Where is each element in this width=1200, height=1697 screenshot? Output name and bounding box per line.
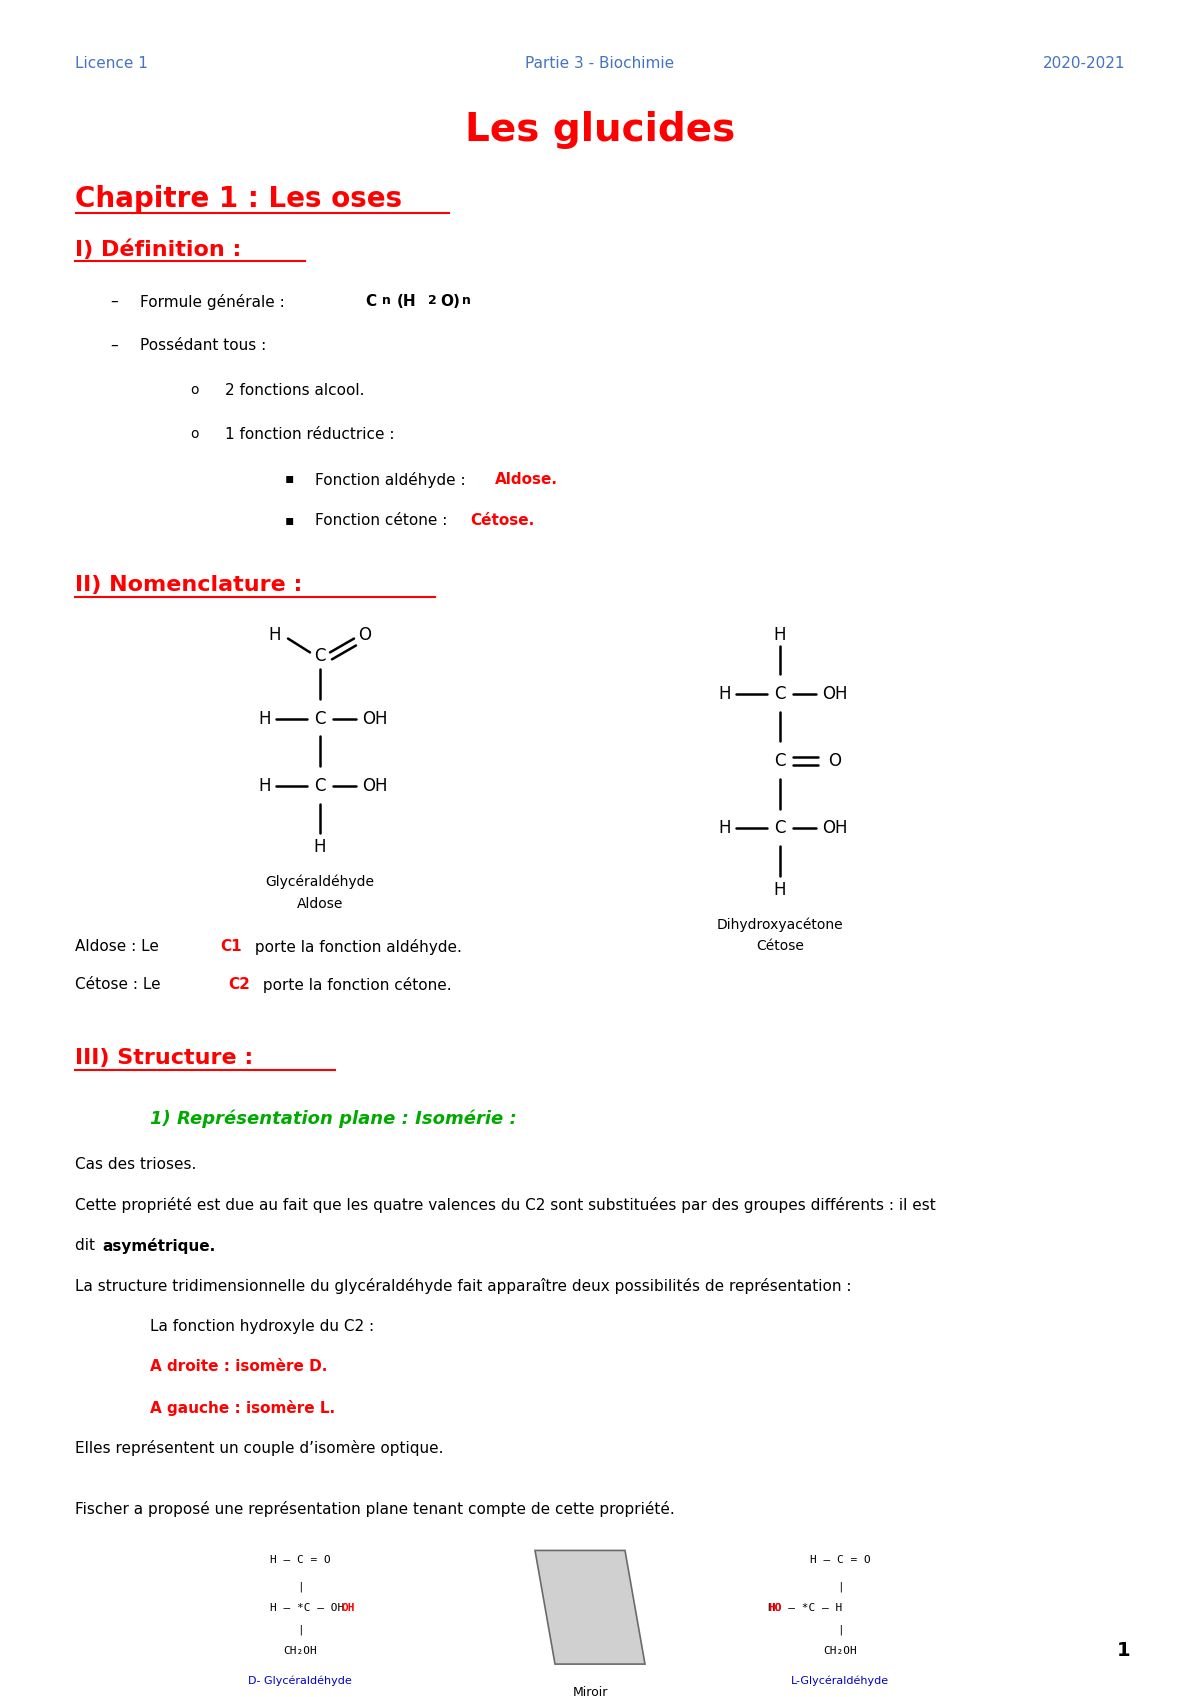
Text: Cétose: Cétose	[756, 938, 804, 954]
Text: OH: OH	[342, 1604, 355, 1612]
Text: Aldose : Le: Aldose : Le	[74, 938, 163, 954]
Text: OH: OH	[362, 777, 388, 794]
Text: D- Glycéraldéhyde: D- Glycéraldéhyde	[248, 1677, 352, 1687]
Text: H: H	[719, 820, 731, 837]
Text: Fonction aldéhyde :: Fonction aldéhyde :	[314, 472, 470, 487]
Text: Possédant tous :: Possédant tous :	[140, 338, 266, 353]
Text: H: H	[259, 709, 271, 728]
Text: Les glucides: Les glucides	[464, 110, 736, 149]
Text: O: O	[828, 752, 841, 770]
Text: Cétose : Le: Cétose : Le	[74, 976, 166, 991]
Text: porte la fonction cétone.: porte la fonction cétone.	[258, 976, 451, 993]
Text: CH₂OH: CH₂OH	[823, 1646, 857, 1656]
Text: C: C	[314, 647, 325, 665]
Text: O): O)	[440, 294, 460, 309]
Text: La structure tridimensionnelle du glycéraldéhyde fait apparaître deux possibilit: La structure tridimensionnelle du glycér…	[74, 1278, 852, 1295]
Text: 1) Représentation plane : Isomérie :: 1) Représentation plane : Isomérie :	[150, 1110, 517, 1127]
Text: Cas des trioses.: Cas des trioses.	[74, 1157, 197, 1171]
Text: Cétose.: Cétose.	[470, 512, 534, 528]
Text: –: –	[110, 338, 118, 353]
Text: L-Glycéraldéhyde: L-Glycéraldéhyde	[791, 1677, 889, 1687]
Text: H – C = O: H – C = O	[810, 1556, 870, 1565]
Text: ▪: ▪	[286, 512, 294, 528]
Text: n: n	[462, 294, 470, 307]
Text: dit: dit	[74, 1237, 100, 1252]
Text: Elles représentent un couple d’isomère optique.: Elles représentent un couple d’isomère o…	[74, 1441, 444, 1456]
Text: OH: OH	[822, 686, 847, 703]
Text: H: H	[774, 881, 786, 899]
Text: H: H	[774, 626, 786, 643]
Text: HO: HO	[768, 1604, 781, 1612]
Text: CH₂OH: CH₂OH	[283, 1646, 317, 1656]
Text: |: |	[836, 1582, 844, 1592]
Text: Fischer a proposé une représentation plane tenant compte de cette propriété.: Fischer a proposé une représentation pla…	[74, 1502, 674, 1517]
Text: C: C	[314, 709, 325, 728]
Text: H – C = O: H – C = O	[270, 1556, 330, 1565]
Text: III) Structure :: III) Structure :	[74, 1047, 253, 1067]
Text: C: C	[774, 752, 786, 770]
Text: OH: OH	[362, 709, 388, 728]
Text: Miroir: Miroir	[572, 1685, 607, 1697]
Text: HO – *C – H: HO – *C – H	[768, 1604, 842, 1612]
Text: |: |	[296, 1582, 304, 1592]
Text: H – *C – OH: H – *C – OH	[270, 1604, 344, 1612]
Text: H: H	[259, 777, 271, 794]
Text: ▪: ▪	[286, 472, 294, 485]
Text: C2: C2	[228, 976, 250, 991]
Text: C: C	[774, 820, 786, 837]
Text: 1 fonction réductrice :: 1 fonction réductrice :	[226, 428, 395, 441]
Text: H: H	[719, 686, 731, 703]
Text: porte la fonction aldéhyde.: porte la fonction aldéhyde.	[250, 938, 462, 955]
Text: C: C	[774, 686, 786, 703]
Text: A droite : isomère D.: A droite : isomère D.	[150, 1359, 328, 1375]
Text: o: o	[190, 428, 198, 441]
Text: OH: OH	[822, 820, 847, 837]
Text: I) Définition :: I) Définition :	[74, 239, 241, 260]
Text: 1: 1	[1116, 1641, 1130, 1660]
Text: Glycéraldéhyde: Glycéraldéhyde	[265, 876, 374, 889]
Text: o: o	[190, 382, 198, 397]
Text: H: H	[269, 626, 281, 643]
Text: Licence 1: Licence 1	[74, 56, 148, 71]
Text: C: C	[314, 777, 325, 794]
Text: Partie 3 - Biochimie: Partie 3 - Biochimie	[526, 56, 674, 71]
Text: Chapitre 1 : Les oses: Chapitre 1 : Les oses	[74, 185, 402, 212]
Text: asymétrique.: asymétrique.	[102, 1237, 215, 1254]
Text: A gauche : isomère L.: A gauche : isomère L.	[150, 1400, 335, 1415]
Text: O: O	[359, 626, 372, 643]
Text: Dihydroxyacétone: Dihydroxyacétone	[716, 918, 844, 932]
Text: La fonction hydroxyle du C2 :: La fonction hydroxyle du C2 :	[150, 1319, 374, 1334]
Text: n: n	[382, 294, 391, 307]
Text: (H: (H	[397, 294, 416, 309]
Text: C: C	[365, 294, 376, 309]
Text: H: H	[313, 838, 326, 855]
Text: 2: 2	[428, 294, 437, 307]
Text: Cette propriété est due au fait que les quatre valences du C2 sont substituées p: Cette propriété est due au fait que les …	[74, 1196, 936, 1213]
Text: Aldose: Aldose	[296, 896, 343, 911]
Text: Aldose.: Aldose.	[496, 472, 558, 487]
Text: 2020-2021: 2020-2021	[1043, 56, 1126, 71]
Text: |: |	[296, 1624, 304, 1636]
Text: 2 fonctions alcool.: 2 fonctions alcool.	[226, 382, 365, 397]
Polygon shape	[535, 1551, 646, 1665]
Text: C1: C1	[220, 938, 241, 954]
Text: II) Nomenclature :: II) Nomenclature :	[74, 575, 302, 596]
Text: |: |	[836, 1624, 844, 1636]
Text: –: –	[110, 294, 118, 309]
Text: Formule générale :: Formule générale :	[140, 294, 289, 309]
Text: Fonction cétone :: Fonction cétone :	[314, 512, 452, 528]
